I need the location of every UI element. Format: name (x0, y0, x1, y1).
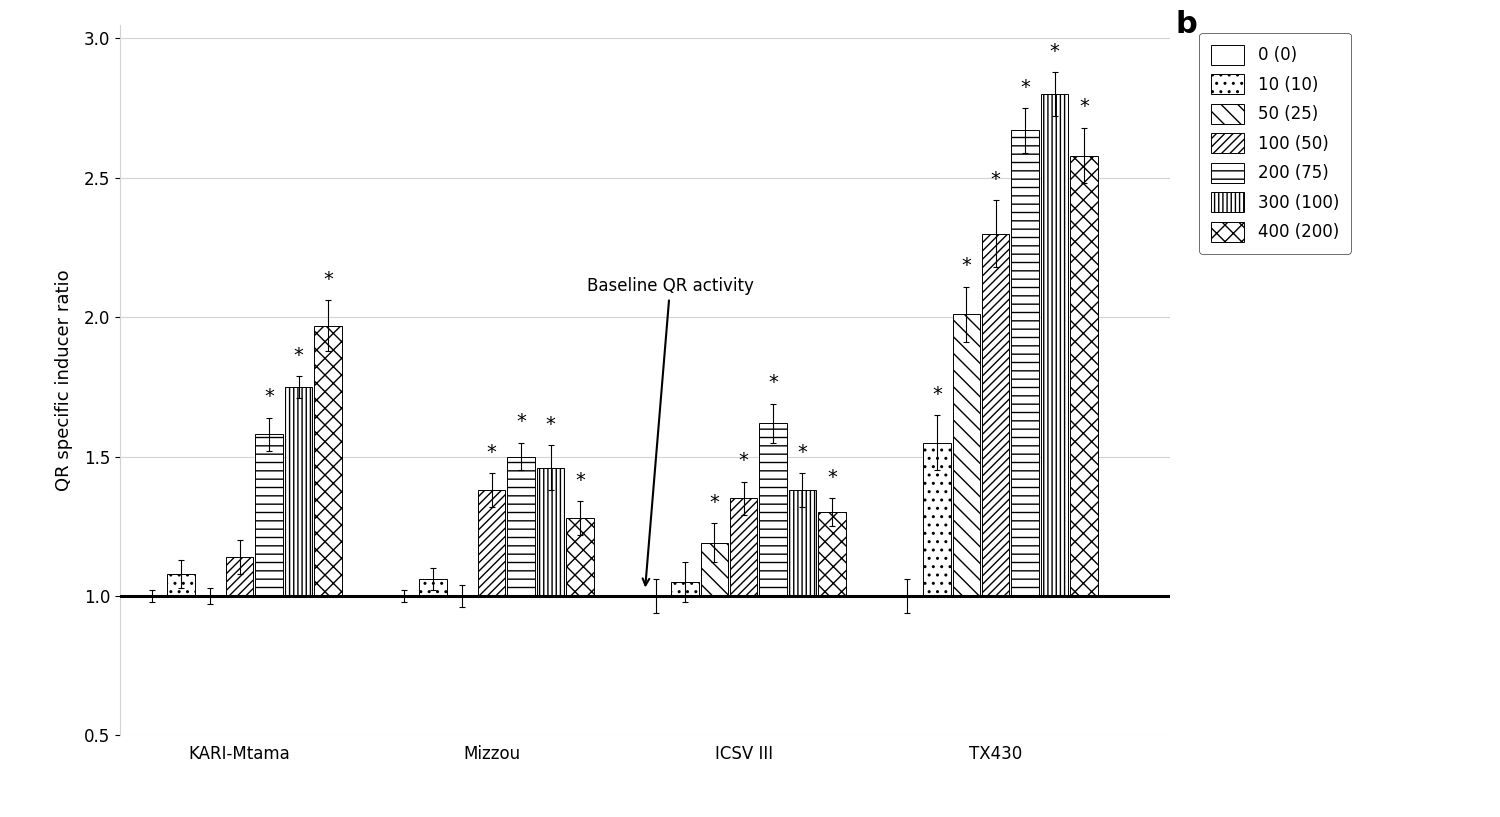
Text: *: * (488, 443, 496, 462)
Y-axis label: QR specific inducer ratio: QR specific inducer ratio (56, 269, 74, 491)
Bar (478, 490, 506, 596)
Bar (819, 512, 846, 596)
Bar (1011, 131, 1038, 596)
Bar (419, 579, 447, 596)
Bar (672, 582, 699, 596)
Bar (537, 467, 564, 596)
Bar (789, 490, 816, 596)
Bar (1071, 155, 1098, 596)
Text: *: * (546, 415, 555, 435)
Bar (168, 574, 195, 596)
Bar (285, 387, 312, 596)
Text: *: * (574, 471, 585, 490)
Text: *: * (322, 270, 333, 289)
Text: *: * (740, 452, 748, 471)
Text: *: * (962, 257, 970, 275)
Text: *: * (294, 346, 303, 364)
Text: *: * (768, 373, 778, 392)
Text: *: * (932, 385, 942, 404)
Text: *: * (827, 468, 837, 487)
Bar (226, 557, 254, 596)
Text: *: * (516, 413, 526, 431)
Bar (1041, 94, 1068, 596)
Legend: 0 (0), 10 (10), 50 (25), 100 (50), 200 (75), 300 (100), 400 (200): 0 (0), 10 (10), 50 (25), 100 (50), 200 (… (1200, 33, 1350, 253)
Text: *: * (1078, 97, 1089, 117)
Text: Baseline QR activity: Baseline QR activity (586, 277, 753, 585)
Bar (315, 325, 342, 596)
Bar (700, 543, 727, 596)
Text: *: * (798, 443, 807, 462)
Text: *: * (264, 387, 274, 406)
Text: *: * (992, 170, 1000, 189)
Text: *: * (1020, 78, 1031, 97)
Bar (952, 315, 980, 596)
Bar (255, 435, 282, 596)
Bar (507, 457, 534, 596)
Bar (922, 443, 951, 596)
Bar (982, 234, 1010, 596)
Text: *: * (710, 493, 718, 512)
Text: *: * (1050, 42, 1059, 60)
Bar (730, 498, 758, 596)
Bar (759, 423, 786, 596)
Text: b: b (1176, 11, 1197, 39)
Bar (567, 518, 594, 596)
